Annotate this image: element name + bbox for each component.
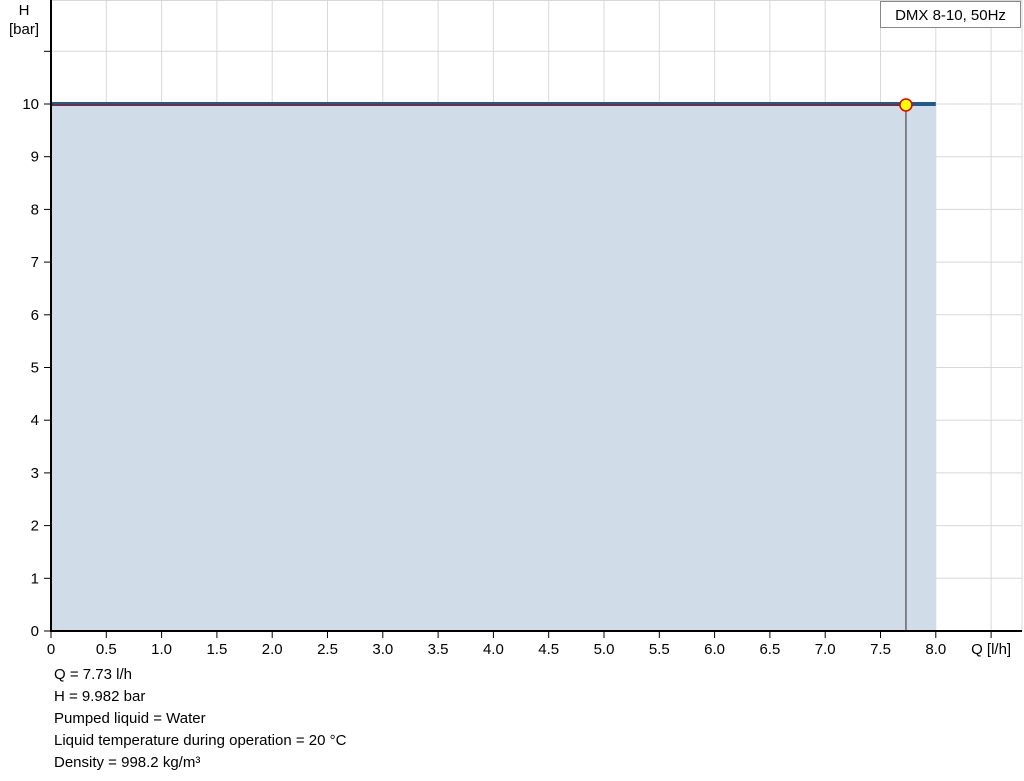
y-tick-label: 8 [31,201,39,218]
x-tick-label: 2.0 [262,641,283,658]
duty-point-marker [899,98,913,112]
x-tick-label: 7.5 [870,641,891,658]
y-tick-label: 5 [31,360,39,377]
x-axis-label: Q [l/h] [971,641,1011,658]
info-liquid: Pumped liquid = Water [54,710,206,727]
info-density: Density = 998.2 kg/m³ [54,754,201,771]
info-temperature: Liquid temperature during operation = 20… [54,732,347,749]
y-tick-label: 0 [31,623,39,640]
pump-curve-chart: 0 0.5 1.0 1.5 2.0 2.5 3.0 3.5 4.0 4.5 5.0 5.5 6.0 6.5… [9,0,1023,658]
y-tick-label: 2 [31,518,39,535]
y-tick-label: 9 [31,149,39,166]
x-tick-label: 4.5 [538,641,559,658]
x-tick-label: 2.5 [317,641,338,658]
x-tick-label: 0 [47,641,55,658]
x-tick-label: 1.5 [206,641,227,658]
y-tick-label: 1 [31,570,39,587]
y-tick-label: 3 [31,465,39,482]
y-axis-unit: [bar] [9,21,39,38]
curve-area [51,104,936,631]
y-tick-label: 6 [31,307,39,324]
info-flow: Q = 7.73 l/h [54,666,132,683]
x-tick-label: 6.5 [759,641,780,658]
x-tick-label: 5.0 [594,641,615,658]
y-tick-label: 4 [31,412,39,429]
y-axis-label: H [19,2,30,19]
x-tick-label: 6.0 [704,641,725,658]
x-tick-label: 0.5 [96,641,117,658]
x-tick-label: 1.0 [151,641,172,658]
x-tick-label: 4.0 [483,641,504,658]
y-tick-label: 10 [22,96,39,113]
y-tick-label: 7 [31,254,39,271]
x-tick-label: 5.5 [649,641,670,658]
x-tick-label: 8.0 [925,641,946,658]
x-tick-label: 7.0 [815,641,836,658]
x-tick-label: 3.0 [372,641,393,658]
legend: DMX 8-10, 50Hz [880,1,1021,28]
info-head: H = 9.982 bar [54,688,146,705]
x-tick-label: 3.5 [428,641,449,658]
